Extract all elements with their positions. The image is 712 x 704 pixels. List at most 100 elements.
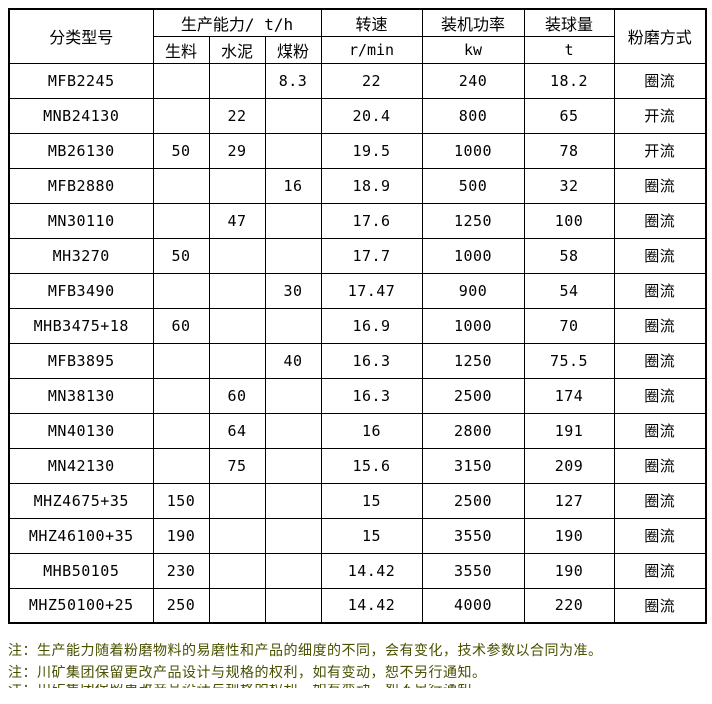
cell-raw: 230 (152, 552, 210, 589)
cell-raw (152, 342, 210, 379)
table-row: MFB3895 40 16.3 1250 75.5 圈流 (8, 342, 707, 379)
header-raw-material: 生料 (152, 35, 210, 64)
cell-cement (208, 167, 266, 204)
cell-ball: 54 (523, 272, 615, 309)
cell-speed: 19.5 (320, 132, 423, 169)
cell-cement: 60 (208, 377, 266, 414)
cell-raw: 60 (152, 307, 210, 344)
cell-method: 圈流 (613, 377, 707, 414)
header-row-2: 生料 水泥 煤粉 r/min kw t (9, 35, 706, 64)
notes-section: 注：生产能力随着粉磨物料的易磨性和产品的细度的不同，会有变化，技术参数以合同为准… (8, 640, 705, 688)
cell-coal (264, 307, 322, 344)
cell-method: 圈流 (613, 342, 707, 379)
cell-ball: 70 (523, 307, 615, 344)
header-grinding-method: 粉磨方式 (613, 8, 707, 64)
cell-coal (264, 587, 322, 624)
cell-raw (152, 167, 210, 204)
cell-speed: 20.4 (320, 97, 423, 134)
note-line-1: 注：生产能力随着粉磨物料的易磨性和产品的细度的不同，会有变化，技术参数以合同为准… (8, 643, 603, 659)
cell-ball: 65 (523, 97, 615, 134)
cell-power: 800 (421, 97, 525, 134)
cell-coal (264, 447, 322, 484)
table-row: MHZ4675+35 150 15 2500 127 圈流 (8, 482, 707, 519)
header-capacity-group: 生产能力/ t/h (152, 8, 322, 37)
table-row: MFB3490 30 17.47 900 54 圈流 (8, 272, 707, 309)
cell-raw (152, 272, 210, 309)
cell-speed: 22 (320, 62, 423, 99)
cell-speed: 16.3 (320, 342, 423, 379)
cell-model: MN40130 (8, 412, 154, 449)
cell-method: 圈流 (613, 587, 707, 624)
cell-ball: 78 (523, 132, 615, 169)
cell-coal: 30 (264, 272, 322, 309)
cell-raw (152, 62, 210, 99)
header-cement: 水泥 (208, 35, 266, 64)
cell-power: 900 (421, 272, 525, 309)
cell-raw (152, 412, 210, 449)
header-power-unit: kw (421, 35, 525, 64)
cell-speed: 15 (320, 517, 423, 554)
cell-speed: 15 (320, 482, 423, 519)
header-power: 装机功率 (421, 8, 525, 37)
cell-power: 1250 (421, 342, 525, 379)
cell-speed: 17.7 (320, 237, 423, 274)
ball-mill-spec-table: 分类型号 生产能力/ t/h 转速 装机功率 装球量 粉磨方式 生料 水泥 煤粉… (8, 8, 708, 624)
cell-model: MFB3490 (8, 272, 154, 309)
cell-power: 3150 (421, 447, 525, 484)
table-row: MN40130 64 16 2800 191 圈流 (8, 412, 707, 449)
cell-cement: 64 (208, 412, 266, 449)
cell-coal (264, 97, 322, 134)
table-header: 分类型号 生产能力/ t/h 转速 装机功率 装球量 粉磨方式 生料 水泥 煤粉… (8, 8, 707, 64)
cell-method: 圈流 (613, 237, 707, 274)
cell-raw: 50 (152, 237, 210, 274)
cell-ball: 209 (523, 447, 615, 484)
cell-method: 圈流 (613, 167, 707, 204)
cell-power: 1250 (421, 202, 525, 239)
cell-method: 圈流 (613, 202, 707, 239)
cell-raw: 150 (152, 482, 210, 519)
cell-speed: 17.6 (320, 202, 423, 239)
cell-ball: 100 (523, 202, 615, 239)
cell-ball: 127 (523, 482, 615, 519)
header-ball-unit: t (523, 35, 615, 64)
cell-coal: 40 (264, 342, 322, 379)
table-row: MHZ50100+25 250 14.42 4000 220 圈流 (8, 587, 707, 624)
cell-ball: 190 (523, 517, 615, 554)
cell-model: MN42130 (8, 447, 154, 484)
cell-ball: 18.2 (523, 62, 615, 99)
table-row: MHZ46100+35 190 15 3550 190 圈流 (8, 517, 707, 554)
cell-power: 1000 (421, 307, 525, 344)
cell-power: 2500 (421, 377, 525, 414)
cell-model: MHB3475+18 (8, 307, 154, 344)
cell-model: MN30110 (8, 202, 154, 239)
table-row: MN42130 75 15.6 3150 209 圈流 (8, 447, 707, 484)
header-speed: 转速 (320, 8, 423, 37)
table-row: MH3270 50 17.7 1000 58 圈流 (8, 237, 707, 274)
cell-power: 4000 (421, 587, 525, 624)
cell-ball: 174 (523, 377, 615, 414)
table-row: MHB3475+18 60 16.9 1000 70 圈流 (8, 307, 707, 344)
cell-ball: 191 (523, 412, 615, 449)
cell-coal (264, 412, 322, 449)
cell-model: MFB2880 (8, 167, 154, 204)
cell-raw: 50 (152, 132, 210, 169)
table-row: MN30110 47 17.6 1250 100 圈流 (8, 202, 707, 239)
cell-speed: 16 (320, 412, 423, 449)
table-body: MFB2245 8.3 22 240 18.2 圈流 MNB24130 22 20.4 800 65… (8, 62, 707, 624)
cell-power: 2500 (421, 482, 525, 519)
cell-model: MH3270 (8, 237, 154, 274)
cell-ball: 220 (523, 587, 615, 624)
cell-method: 圈流 (613, 517, 707, 554)
note-line-3-clipped: 注：川矿集团保留更改产品设计与规格的权利，如有变动，恕不另行通知。 (8, 684, 705, 688)
cell-model: MHZ4675+35 (8, 482, 154, 519)
cell-raw: 250 (152, 587, 210, 624)
cell-model: MFB2245 (8, 62, 154, 99)
cell-method: 圈流 (613, 482, 707, 519)
cell-raw: 190 (152, 517, 210, 554)
table-row: MFB2880 16 18.9 500 32 圈流 (8, 167, 707, 204)
cell-coal: 16 (264, 167, 322, 204)
cell-method: 圈流 (613, 552, 707, 589)
cell-raw (152, 447, 210, 484)
cell-ball: 32 (523, 167, 615, 204)
